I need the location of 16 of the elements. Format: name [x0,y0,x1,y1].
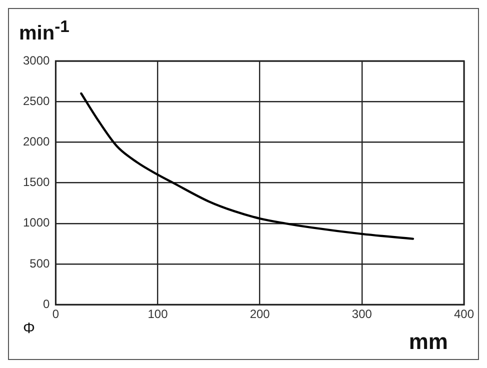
x-axis-title: mm [408,329,448,355]
x-tick-label: 100 [148,307,168,322]
y-tick-label: 500 [30,256,50,270]
y-axis-title: min$^{-1}$ [19,17,70,46]
x-tick-label: 300 [352,307,372,322]
y-tick-label: 3000 [22,53,50,68]
text: Φ [23,320,35,337]
x-tick-label: 0 [52,307,60,322]
line-series [80,92,414,240]
y-tick-label: 0 [43,296,50,311]
y-tick-label: 1000 [22,216,50,230]
x-tick-label: 400 [454,307,474,322]
y-tick-label: 2000 [22,134,50,149]
y-tick-label: 1500 [22,175,50,190]
x-tick-label: 200 [250,307,270,322]
y-tick-label: 2500 [22,94,50,108]
